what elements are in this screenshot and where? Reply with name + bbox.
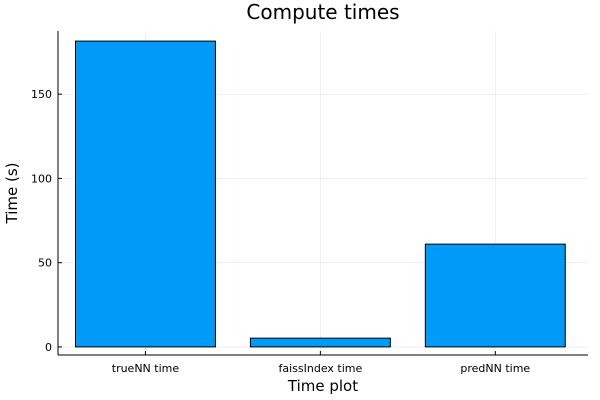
bar-faissindex-time <box>249 337 391 348</box>
x-tick-label: trueNN time <box>112 362 180 375</box>
y-tick-label: 150 <box>31 88 52 101</box>
x-axis-label: Time plot <box>287 377 358 395</box>
y-axis-label: Time (s) <box>3 163 21 225</box>
chart-title: Compute times <box>246 0 399 24</box>
y-tick-label: 0 <box>45 341 52 354</box>
x-tick-label: faissIndex time <box>278 362 362 375</box>
x-tick-label: predNN time <box>460 362 530 375</box>
bar-truenn-time <box>74 40 216 348</box>
y-ticks: 0 50 100 150 <box>31 88 62 354</box>
y-tick-label: 100 <box>31 172 52 185</box>
y-tick-label: 50 <box>38 257 52 270</box>
x-ticks: trueNN time faissIndex time predNN time <box>112 351 530 375</box>
bars <box>74 40 566 348</box>
bar-prednn-time <box>424 243 566 348</box>
